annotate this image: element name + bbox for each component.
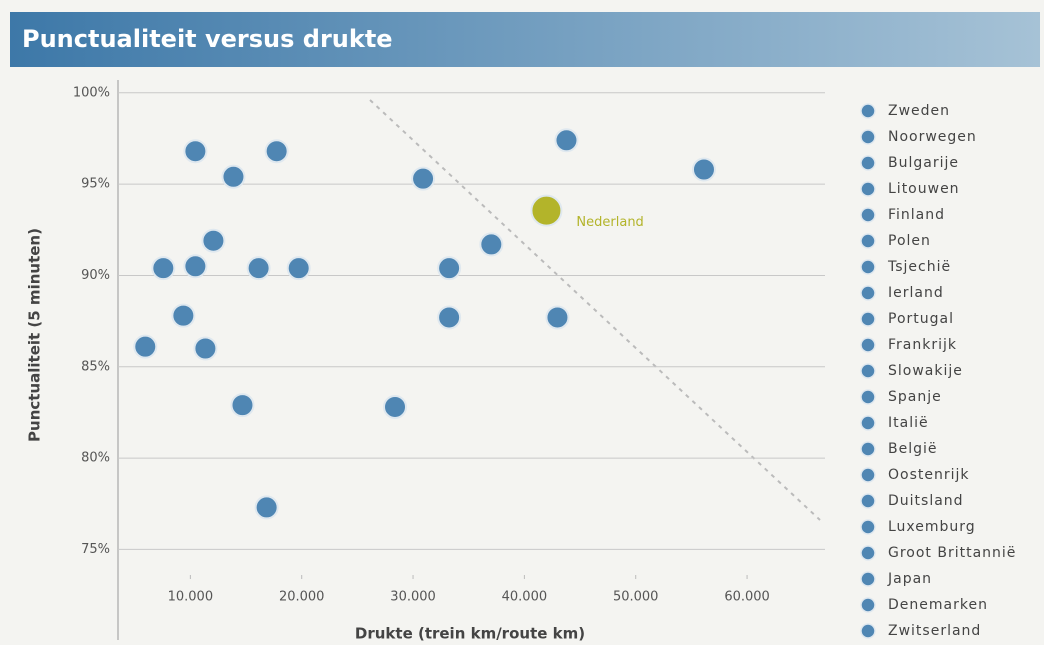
legend-marker: [860, 103, 876, 119]
legend-text: Frankrijk: [888, 337, 957, 353]
legend-marker: [860, 519, 876, 535]
legend-text: Spanje: [888, 389, 942, 405]
point: [437, 256, 462, 281]
point: [230, 393, 255, 418]
legend-marker: [860, 129, 876, 145]
legend-text: Groot Brittannië: [888, 545, 1016, 561]
y-tick-label: 95%: [81, 177, 110, 192]
y-tick-label: 75%: [81, 542, 110, 557]
x-tick-label: 20.000: [279, 590, 325, 605]
legend-text: Zweden: [888, 103, 950, 119]
x-tick-label: 10.000: [168, 590, 214, 605]
chart-title: Punctualiteit versus drukte: [22, 25, 393, 53]
point: [193, 336, 218, 361]
point: [201, 228, 226, 253]
x-axis-label: Drukte (trein km/route km): [355, 625, 585, 643]
point: [383, 394, 408, 419]
legend-text: Zwitserland: [888, 623, 981, 639]
x-tick-label: 60.000: [724, 590, 770, 605]
point: [437, 305, 462, 330]
legend-marker: [860, 311, 876, 327]
legend-text: Bulgarije: [888, 155, 959, 171]
point: [183, 139, 208, 164]
legend-text: Litouwen: [888, 181, 960, 197]
legend-marker: [860, 155, 876, 171]
header-bar: [10, 12, 1040, 67]
point: [183, 254, 208, 279]
y-tick-label: 80%: [81, 451, 110, 466]
legend-marker: [860, 441, 876, 457]
legend-text: Polen: [888, 233, 931, 249]
legend-text: Duitsland: [888, 493, 964, 509]
legend-marker: [860, 623, 876, 639]
point: [246, 256, 271, 281]
legend-marker: [860, 285, 876, 301]
legend-text: Italië: [888, 415, 929, 431]
x-tick-label: 40.000: [502, 590, 548, 605]
legend-marker: [860, 597, 876, 613]
legend-marker: [860, 389, 876, 405]
point: [545, 305, 570, 330]
legend-marker: [860, 337, 876, 353]
point: [264, 139, 289, 164]
legend-marker: [860, 363, 876, 379]
y-axis-label: Punctualiteit (5 minuten): [26, 228, 44, 442]
y-tick-label: 90%: [81, 268, 110, 283]
point: [286, 256, 311, 281]
legend-marker: [860, 467, 876, 483]
point: [171, 303, 196, 328]
point: [133, 334, 158, 359]
legend-text: Luxemburg: [888, 519, 976, 535]
legend-text: Tsjechië: [887, 259, 951, 275]
legend-text: Slowakije: [888, 363, 963, 379]
trend-line: [369, 99, 821, 521]
y-tick-label: 100%: [73, 85, 110, 100]
y-tick-label: 85%: [81, 359, 110, 374]
legend-marker: [860, 545, 876, 561]
x-tick-label: 50.000: [613, 590, 659, 605]
legend-text: Denemarken: [888, 597, 988, 613]
point: [691, 157, 716, 182]
point: [411, 166, 436, 191]
legend-text: Portugal: [888, 311, 954, 327]
legend-marker: [860, 259, 876, 275]
legend-text: België: [888, 441, 938, 457]
point: [151, 256, 176, 281]
point: [479, 232, 504, 257]
legend-text: Japan: [887, 571, 932, 587]
legend-marker: [860, 571, 876, 587]
legend-marker: [860, 415, 876, 431]
legend-text: Ierland: [888, 285, 944, 301]
point: [221, 164, 246, 189]
legend-text: Finland: [888, 207, 945, 223]
legend-marker: [860, 181, 876, 197]
point: [530, 194, 563, 227]
x-tick-label: 30.000: [390, 590, 436, 605]
legend-marker: [860, 233, 876, 249]
point-label: Nederland: [576, 215, 643, 230]
legend-text: Oostenrijk: [888, 467, 970, 483]
legend-marker: [860, 493, 876, 509]
legend-marker: [860, 207, 876, 223]
point: [554, 128, 579, 153]
point: [254, 495, 279, 520]
legend-text: Noorwegen: [888, 129, 977, 145]
